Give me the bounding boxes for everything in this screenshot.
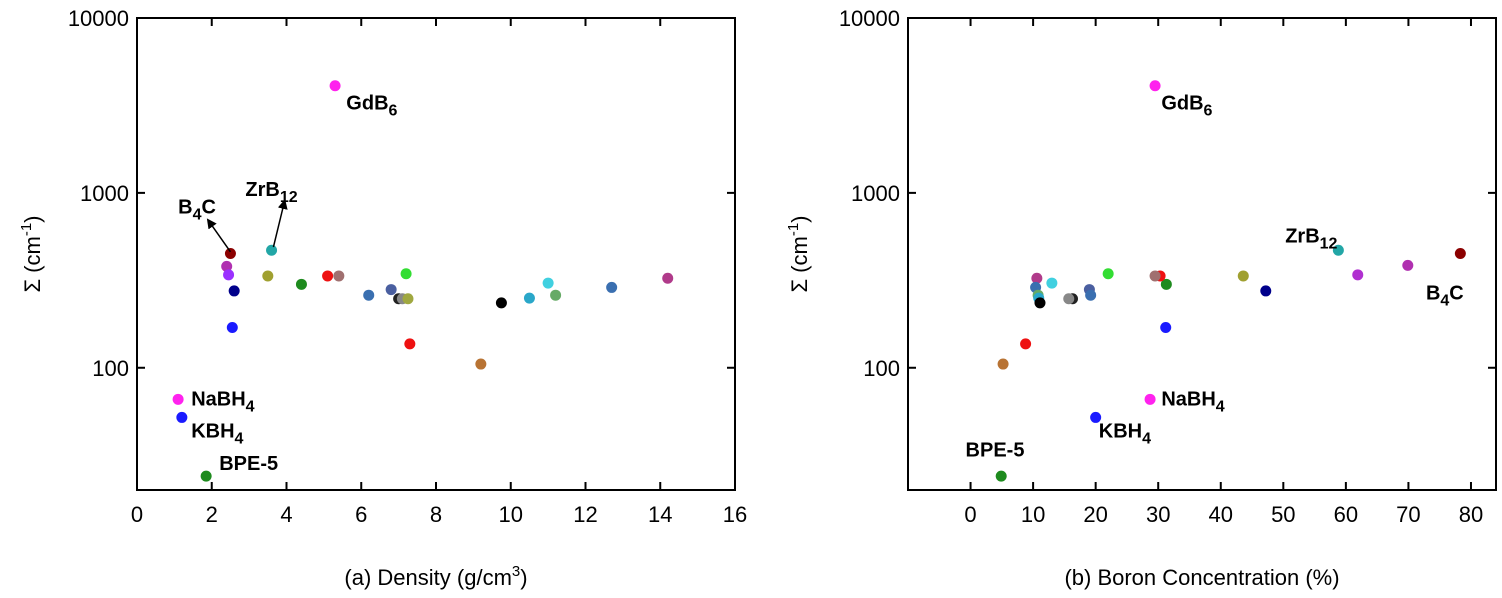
data-point (1237, 270, 1249, 282)
data-point (1260, 285, 1272, 297)
y-tick-label: 100 (92, 356, 129, 381)
data-point (1102, 268, 1114, 280)
annotation-label: BPE-5 (966, 440, 1025, 462)
x-tick-label: 80 (1459, 502, 1483, 527)
data-point (1046, 277, 1058, 289)
x-axis-label: (a) Density (g/cm3) (344, 563, 527, 590)
data-point (322, 270, 334, 282)
annotation-label: NaBH4 (191, 388, 254, 415)
annotation-label: BPE-5 (219, 453, 278, 475)
x-tick-label: 14 (648, 502, 672, 527)
data-point (1160, 278, 1172, 290)
data-point (662, 272, 674, 284)
y-tick-label: 10000 (839, 6, 900, 31)
annotation-label: ZrB12 (1285, 226, 1337, 253)
x-tick-label: 50 (1271, 502, 1295, 527)
annotation-label: NaBH4 (1161, 388, 1224, 415)
data-point (495, 297, 507, 309)
panel-b-boron-concentration-chart: 0 10 20 30 40 50 60 70 80 100 1000 10000 Σ (cm-1) (b)… (785, 6, 1497, 590)
annotation-label: B4C (1426, 283, 1464, 310)
data-point (1144, 393, 1156, 405)
data-point (542, 277, 554, 289)
y-tick-label: 1000 (80, 181, 129, 206)
data-point (1020, 338, 1032, 350)
y-axis-label: Σ (cm-1) (18, 215, 45, 292)
data-point (1063, 293, 1075, 305)
data-point (223, 269, 235, 281)
x-tick-label: 4 (280, 502, 292, 527)
y-tick-label: 100 (863, 356, 900, 381)
data-point (402, 293, 414, 305)
data-point (1332, 244, 1344, 256)
panel-a-density-chart: 0 2 4 6 8 10 12 14 16 100 1000 10000 Σ (cm-1) (a) Den… (18, 6, 747, 590)
annotation-label: KBH4 (1099, 420, 1151, 447)
data-point (475, 358, 487, 370)
annotation-arrow (206, 218, 232, 253)
annotation-label: GdB6 (1161, 92, 1212, 119)
data-point (176, 411, 188, 423)
data-point (1149, 270, 1161, 282)
data-point (295, 278, 307, 290)
x-tick-label: 60 (1334, 502, 1358, 527)
x-tick-label: 30 (1146, 502, 1170, 527)
data-point (333, 270, 345, 282)
data-point (363, 289, 375, 301)
x-tick-label: 8 (430, 502, 442, 527)
data-point (606, 281, 618, 293)
data-point (1352, 269, 1364, 281)
data-point (1034, 297, 1046, 309)
x-tick-label: 12 (573, 502, 597, 527)
data-point (221, 260, 233, 272)
data-point (262, 270, 274, 282)
data-point (329, 80, 341, 92)
data-point (1402, 259, 1414, 271)
x-tick-label: 6 (355, 502, 367, 527)
y-axis-label: Σ (cm-1) (785, 215, 812, 292)
x-tick-label: 10 (499, 502, 523, 527)
data-point (523, 292, 535, 304)
data-point (550, 289, 562, 301)
annotation-label: KBH4 (191, 420, 243, 447)
data-point (385, 284, 397, 296)
x-tick-label: 70 (1396, 502, 1420, 527)
y-tick-label: 1000 (851, 181, 900, 206)
x-tick-label: 20 (1083, 502, 1107, 527)
data-point (1031, 272, 1043, 284)
data-point (1090, 411, 1102, 423)
data-point (172, 393, 184, 405)
annotation-label: GdB6 (346, 92, 397, 119)
data-point (997, 358, 1009, 370)
data-point (226, 321, 238, 333)
annotation-arrow (272, 198, 288, 248)
x-tick-label: 0 (964, 502, 976, 527)
data-point (224, 248, 236, 260)
x-tick-label: 0 (131, 502, 143, 527)
data-point (228, 285, 240, 297)
x-tick-label: 16 (723, 502, 747, 527)
annotation-label: ZrB12 (245, 179, 297, 206)
data-point (1149, 80, 1161, 92)
data-point (404, 338, 416, 350)
x-axis-label: (b) Boron Concentration (%) (1064, 565, 1339, 590)
x-tick-label: 10 (1021, 502, 1045, 527)
y-tick-label: 10000 (68, 6, 129, 31)
data-point (1085, 289, 1097, 301)
plot-frame (907, 17, 1497, 491)
x-tick-label: 40 (1209, 502, 1233, 527)
data-point (400, 268, 412, 280)
x-tick-label: 2 (206, 502, 218, 527)
data-point (995, 470, 1007, 482)
annotation-label: B4C (178, 197, 216, 224)
data-point (1454, 248, 1466, 260)
data-point (266, 244, 278, 256)
data-point (200, 470, 212, 482)
data-point (1160, 321, 1172, 333)
